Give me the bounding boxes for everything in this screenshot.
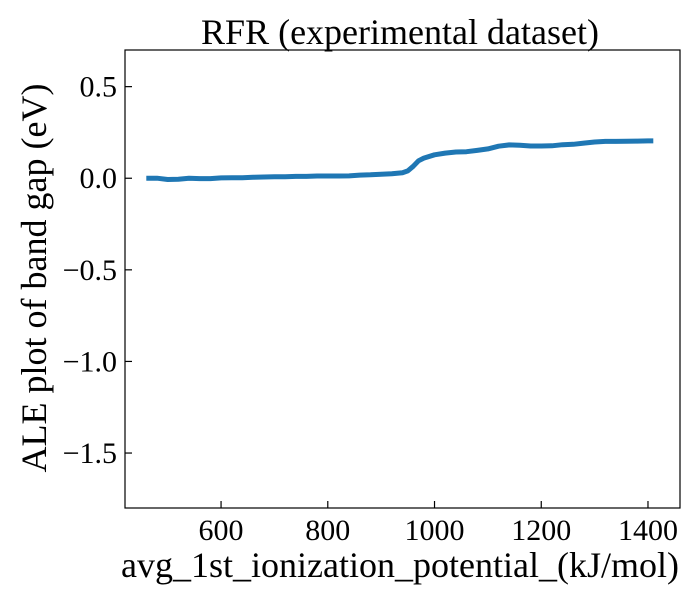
y-tick-label: −1.0 [63,345,117,378]
y-axis: 0.5 0.0 −0.5 −1.0 −1.5 [63,71,132,470]
x-tick-label: 1000 [405,514,465,547]
y-axis-label: ALE plot of band gap (eV) [14,84,54,473]
y-tick-label: 0.0 [80,162,118,195]
x-axis-label: avg_1st_ionization_potential_(kJ/mol) [121,545,679,585]
series-line [146,138,654,182]
y-tick-label: −1.5 [63,437,117,470]
x-tick-label: 800 [305,514,350,547]
plot-series [146,138,654,182]
y-tick-label: 0.5 [80,71,118,104]
x-tick-label: 1200 [511,514,571,547]
x-axis: 600 800 1000 1200 1400 [199,501,678,547]
y-tick-label: −0.5 [63,254,117,287]
chart-title: RFR (experimental dataset) [201,12,599,52]
x-tick-label: 600 [199,514,244,547]
x-tick-label: 1400 [618,514,678,547]
plot-frame [124,49,681,509]
